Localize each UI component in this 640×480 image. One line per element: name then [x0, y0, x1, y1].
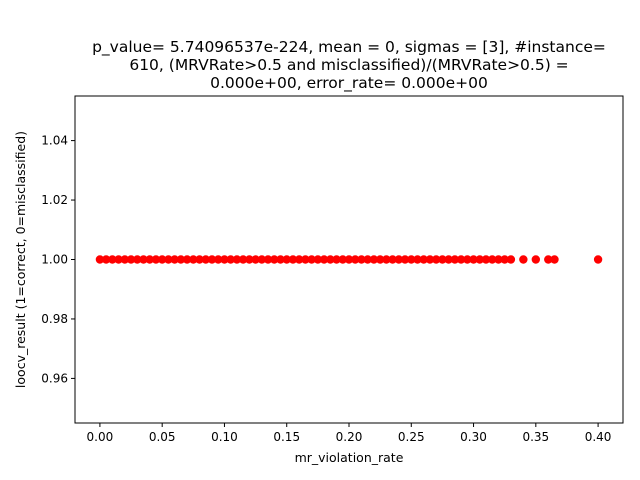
chart-title: p_value= 5.74096537e-224, mean = 0, sigm… [92, 38, 606, 93]
data-point [139, 255, 148, 264]
y-tick-label: 1.02 [41, 193, 68, 207]
data-point [519, 255, 528, 264]
data-point [120, 255, 130, 264]
data-point [444, 255, 453, 264]
x-tick-label: 0.10 [211, 430, 238, 444]
data-point [95, 255, 105, 264]
chart-title-line: 610, (MRVRate>0.5 and misclassified)/(MR… [129, 56, 568, 74]
data-point [344, 255, 354, 264]
y-tick-label: 1.00 [41, 253, 68, 267]
data-point [469, 255, 478, 264]
data-point [108, 255, 117, 264]
data-point [313, 255, 323, 264]
data-point [357, 255, 366, 264]
data-point [307, 255, 316, 264]
data-point [294, 255, 304, 264]
data-point [531, 255, 541, 264]
y-axis-ticks: 0.96 0.98 1.00 1.02 1.04 [41, 134, 75, 385]
y-tick-label: 0.96 [41, 371, 68, 385]
data-point [363, 255, 372, 264]
data-point [400, 255, 410, 264]
data-point [170, 255, 179, 264]
data-point [475, 255, 484, 264]
data-point [238, 255, 248, 264]
data-point [114, 255, 123, 264]
data-point [463, 255, 472, 264]
data-point [319, 255, 329, 264]
data-point [220, 255, 229, 264]
data-point [301, 255, 310, 264]
data-point [145, 255, 154, 264]
data-point [413, 255, 422, 264]
data-point [207, 255, 217, 264]
data-point [488, 255, 497, 264]
data-point [407, 255, 416, 264]
data-point [176, 255, 186, 264]
y-axis-label: loocv_result (1=correct, 0=misclassified… [13, 131, 28, 388]
data-point [245, 255, 254, 264]
data-point [456, 255, 466, 264]
x-tick-label: 0.05 [149, 430, 176, 444]
data-point [450, 255, 460, 264]
x-tick-label: 0.00 [87, 430, 114, 444]
data-point [201, 255, 210, 264]
x-tick-label: 0.20 [336, 430, 363, 444]
y-tick-label: 1.04 [41, 134, 68, 148]
data-point [133, 255, 142, 264]
data-point [214, 255, 223, 264]
data-point [288, 255, 298, 264]
x-tick-label: 0.30 [460, 430, 487, 444]
data-point [157, 255, 167, 264]
data-point [351, 255, 360, 264]
x-axis-ticks: 0.00 0.05 0.10 0.15 0.20 0.25 0.30 0.35 0.40 [87, 423, 612, 444]
data-point [419, 255, 428, 264]
x-axis-label: mr_violation_rate [295, 450, 404, 465]
data-point [500, 255, 509, 264]
data-point [270, 255, 279, 264]
data-point [506, 255, 516, 264]
data-point [369, 255, 379, 264]
data-point [438, 255, 447, 264]
data-point [425, 255, 435, 264]
x-tick-label: 0.25 [398, 430, 425, 444]
data-point [326, 255, 335, 264]
data-point [263, 255, 273, 264]
data-point [182, 255, 192, 264]
chart-title-line: p_value= 5.74096537e-224, mean = 0, sigm… [92, 38, 606, 57]
data-point [388, 255, 397, 264]
data-point [550, 255, 559, 264]
data-point [276, 255, 285, 264]
x-tick-label: 0.35 [522, 430, 549, 444]
chart-title-line: 0.000e+00, error_rate= 0.000e+00 [210, 74, 488, 93]
data-point [101, 255, 111, 264]
data-point [251, 255, 260, 264]
data-point [375, 255, 385, 264]
data-point [494, 255, 503, 264]
data-point [544, 255, 553, 264]
data-point [151, 255, 161, 264]
y-tick-label: 0.98 [41, 312, 68, 326]
data-point [431, 255, 441, 264]
data-point [126, 255, 136, 264]
data-point [195, 255, 204, 264]
data-point [382, 255, 391, 264]
data-point [189, 255, 198, 264]
data-point [164, 255, 173, 264]
data-point [593, 255, 603, 264]
data-point [282, 255, 291, 264]
data-point [332, 255, 341, 264]
x-tick-label: 0.15 [273, 430, 300, 444]
data-point [338, 255, 347, 264]
data-point [257, 255, 267, 264]
data-point [481, 255, 491, 264]
data-points [95, 255, 603, 264]
data-point [232, 255, 242, 264]
data-point [394, 255, 404, 264]
x-tick-label: 0.40 [585, 430, 612, 444]
data-point [226, 255, 235, 264]
